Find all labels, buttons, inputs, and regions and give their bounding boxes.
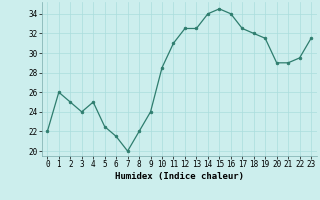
X-axis label: Humidex (Indice chaleur): Humidex (Indice chaleur) — [115, 172, 244, 181]
